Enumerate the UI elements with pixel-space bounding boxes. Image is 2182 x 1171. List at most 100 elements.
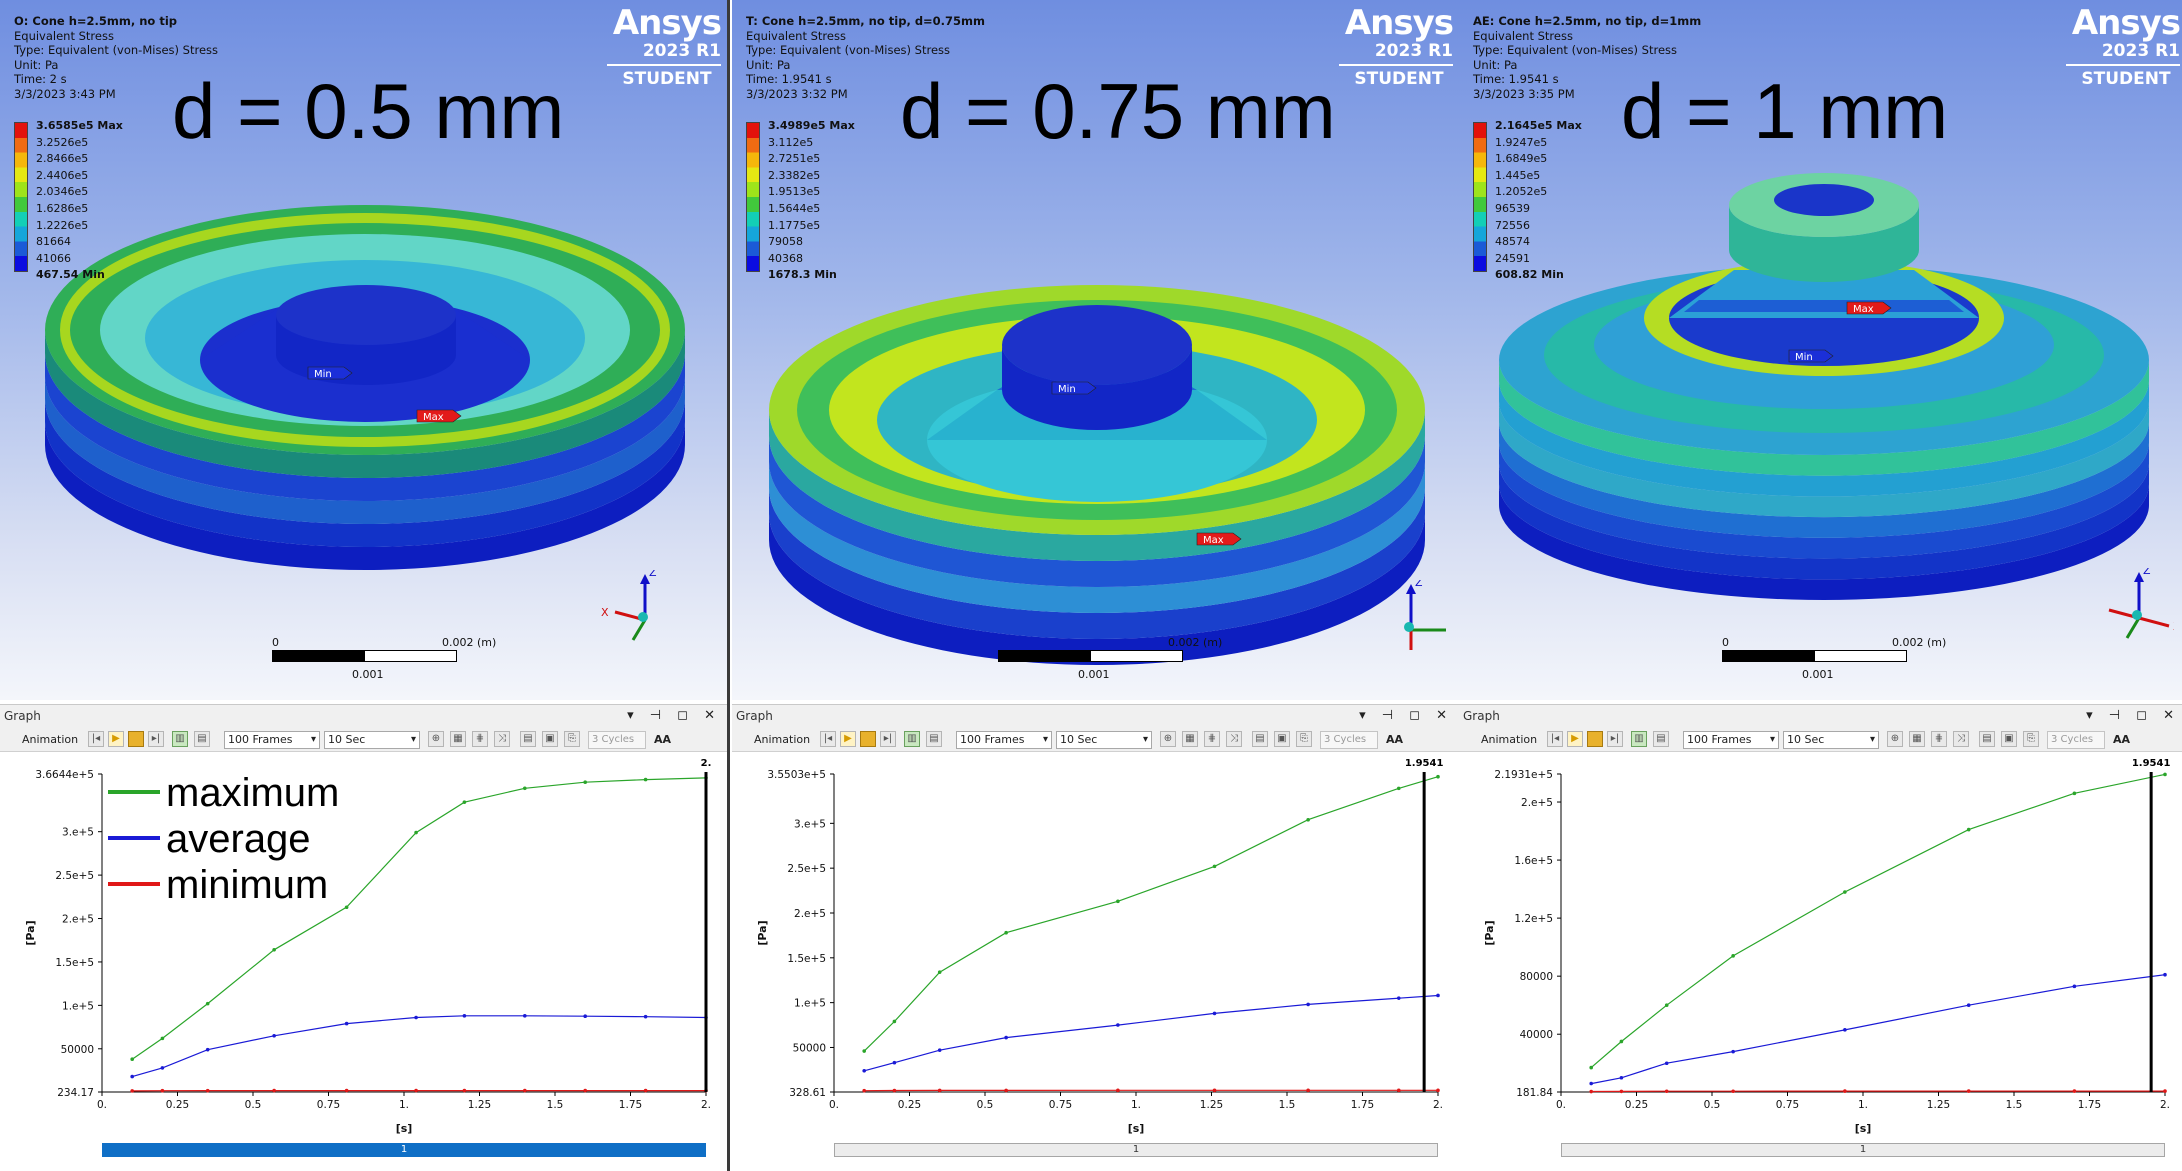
duration-select[interactable]: 10 Sec <box>1056 731 1152 749</box>
model-viewport[interactable]: Min Max T: Cone h=2.5mm, no tip, d=0.75mm… <box>732 0 1459 700</box>
tabular-icon[interactable]: ▤ <box>1252 731 1268 747</box>
graph-plot-area[interactable]: 0. 0.25 0.5 0.75 1. 1.25 1.5 1.75 2. 181.84 40000 8… <box>1459 752 2182 1171</box>
model-viewport[interactable]: Max Min AE: Cone h=2.5mm, no tip, d=1mm E… <box>1459 0 2182 700</box>
distributed-frames-icon[interactable]: ▥ <box>1631 731 1647 747</box>
axis-triad-icon[interactable]: ZX <box>2094 568 2174 648</box>
axis-triad-icon[interactable]: ZX <box>600 570 680 650</box>
stop-icon[interactable] <box>1587 731 1603 747</box>
zoom-to-fit-icon[interactable]: ⊕ <box>1160 731 1176 747</box>
logo-version: 2023 R1 <box>1374 41 1453 61</box>
stress-vs-time-chart[interactable]: 0. 0.25 0.5 0.75 1. 1.25 1.5 1.75 2. 181.84 40000 8… <box>1459 752 2182 1171</box>
min-probe-tag <box>1788 349 1834 363</box>
font-size-toggle[interactable]: AA <box>2113 733 2131 746</box>
legend-level-label: 2.4406e5 <box>36 168 89 182</box>
graph-pane-header: Graph ▾ ⊣ ◻ ✕ <box>0 704 727 728</box>
frames-select[interactable]: 100 Frames <box>956 731 1052 749</box>
series-minimum-point <box>2163 1089 2167 1093</box>
graph-pane-controls[interactable]: ▾ ⊣ ◻ ✕ <box>1359 708 1453 723</box>
y-tick-label: 3.5503e+5 <box>767 769 826 781</box>
legend-colors-icon[interactable]: ▦ <box>1909 731 1925 747</box>
legend-labels: 3.4989e5 Max 3.112e5 2.7251e5 2.3382e5 1.951… <box>768 118 855 284</box>
logo-version: 2023 R1 <box>2101 41 2180 61</box>
max-probe-tag <box>1196 532 1242 546</box>
legend-colors-icon[interactable]: ▦ <box>450 731 466 747</box>
result-sets-icon[interactable]: ▤ <box>194 731 210 747</box>
triad-z-arrow <box>1406 584 1416 594</box>
result-sets-icon[interactable]: ▤ <box>1653 731 1669 747</box>
graph-plot-area[interactable]: 0. 0.25 0.5 0.75 1. 1.25 1.5 1.75 2. 234.17 50000 1… <box>0 752 727 1171</box>
time-slider[interactable]: 1 <box>834 1143 1438 1157</box>
grid-icon[interactable]: ⋕ <box>472 731 488 747</box>
series-average-point <box>1843 1028 1847 1032</box>
prev-frame-icon[interactable]: |◂ <box>820 731 836 747</box>
stress-contour-model[interactable]: Min Max <box>732 0 1459 700</box>
legend-level-label: 2.3382e5 <box>768 168 821 182</box>
export-icon[interactable]: ⎘ <box>564 731 580 747</box>
graph-plot-area[interactable]: 0. 0.25 0.5 0.75 1. 1.25 1.5 1.75 2. 328.61 50000 1… <box>732 752 1459 1171</box>
axis-triad-icon[interactable]: ZY <box>1366 580 1446 660</box>
grid-icon[interactable]: ⋕ <box>1204 731 1220 747</box>
stress-vs-time-chart[interactable]: 0. 0.25 0.5 0.75 1. 1.25 1.5 1.75 2. 234.17 50000 1… <box>0 752 727 1171</box>
stress-contour-model[interactable]: Min Max <box>0 0 727 700</box>
play-icon[interactable]: ▶ <box>108 731 124 747</box>
graph-icon[interactable]: ▣ <box>542 731 558 747</box>
time-slider[interactable]: 1 <box>1561 1143 2165 1157</box>
series-maximum-point <box>1116 899 1120 904</box>
legend-level-label: 79058 <box>768 235 803 249</box>
legend-level-label: 81664 <box>36 235 71 249</box>
grid-icon[interactable]: ⋕ <box>1931 731 1947 747</box>
scale-icon[interactable]: ⤨ <box>1226 731 1242 747</box>
result-sets-icon[interactable]: ▤ <box>926 731 942 747</box>
legend-level-label: 3.112e5 <box>768 135 814 149</box>
font-size-toggle[interactable]: AA <box>654 733 672 746</box>
y-tick-label: 1.e+5 <box>794 998 826 1010</box>
max-probe: Max <box>423 412 444 423</box>
play-icon[interactable]: ▶ <box>1567 731 1583 747</box>
duration-select[interactable]: 10 Sec <box>1783 731 1879 749</box>
graph-pane-controls[interactable]: ▾ ⊣ ◻ ✕ <box>2086 708 2180 723</box>
triad-z-label: Z <box>649 570 657 579</box>
legend-level-label: 1.1775e5 <box>768 218 821 232</box>
font-size-toggle[interactable]: AA <box>1386 733 1404 746</box>
next-frame-icon[interactable]: ▸| <box>880 731 896 747</box>
model-viewport[interactable]: Min Max O: Cone h=2.5mm, no tip Equivalen… <box>0 0 727 700</box>
series-average-point <box>2072 984 2077 989</box>
model-pillar-top <box>276 285 456 345</box>
x-tick-label: 0.5 <box>1704 1099 1721 1111</box>
zoom-to-fit-icon[interactable]: ⊕ <box>428 731 444 747</box>
cursor-label: 1.9541 <box>1405 758 1444 769</box>
frames-select[interactable]: 100 Frames <box>224 731 320 749</box>
series-average-point <box>205 1047 210 1052</box>
distributed-frames-icon[interactable]: ▥ <box>904 731 920 747</box>
legend-level-label: 1.2052e5 <box>1495 185 1548 199</box>
graph-icon[interactable]: ▣ <box>2001 731 2017 747</box>
prev-frame-icon[interactable]: |◂ <box>1547 731 1563 747</box>
export-icon[interactable]: ⎘ <box>2023 731 2039 747</box>
stop-icon[interactable] <box>128 731 144 747</box>
legend-level-label: 41066 <box>36 251 71 265</box>
stress-contour-model[interactable]: Max Min <box>1459 0 2182 700</box>
scale-icon[interactable]: ⤨ <box>1953 731 1969 747</box>
stop-icon[interactable] <box>860 731 876 747</box>
x-tick-label: 0. <box>829 1099 839 1111</box>
legend-colors-icon[interactable]: ▦ <box>1182 731 1198 747</box>
scale-icon[interactable]: ⤨ <box>494 731 510 747</box>
stress-vs-time-chart[interactable]: 0. 0.25 0.5 0.75 1. 1.25 1.5 1.75 2. 328.61 50000 1… <box>732 752 1459 1171</box>
time-slider[interactable]: 1 <box>102 1143 706 1157</box>
zoom-to-fit-icon[interactable]: ⊕ <box>1887 731 1903 747</box>
next-frame-icon[interactable]: ▸| <box>1607 731 1623 747</box>
export-icon[interactable]: ⎘ <box>1296 731 1312 747</box>
graph-pane-controls[interactable]: ▾ ⊣ ◻ ✕ <box>627 708 721 723</box>
duration-select[interactable]: 10 Sec <box>324 731 420 749</box>
prev-frame-icon[interactable]: |◂ <box>88 731 104 747</box>
tabular-icon[interactable]: ▤ <box>520 731 536 747</box>
play-icon[interactable]: ▶ <box>840 731 856 747</box>
tabular-icon[interactable]: ▤ <box>1979 731 1995 747</box>
distributed-frames-icon[interactable]: ▥ <box>172 731 188 747</box>
scale-track <box>1722 650 1907 662</box>
frames-select[interactable]: 100 Frames <box>1683 731 1779 749</box>
model-pillar-hole <box>1774 184 1874 216</box>
next-frame-icon[interactable]: ▸| <box>148 731 164 747</box>
graph-icon[interactable]: ▣ <box>1274 731 1290 747</box>
y-tick-label: 80000 <box>1520 971 1553 983</box>
